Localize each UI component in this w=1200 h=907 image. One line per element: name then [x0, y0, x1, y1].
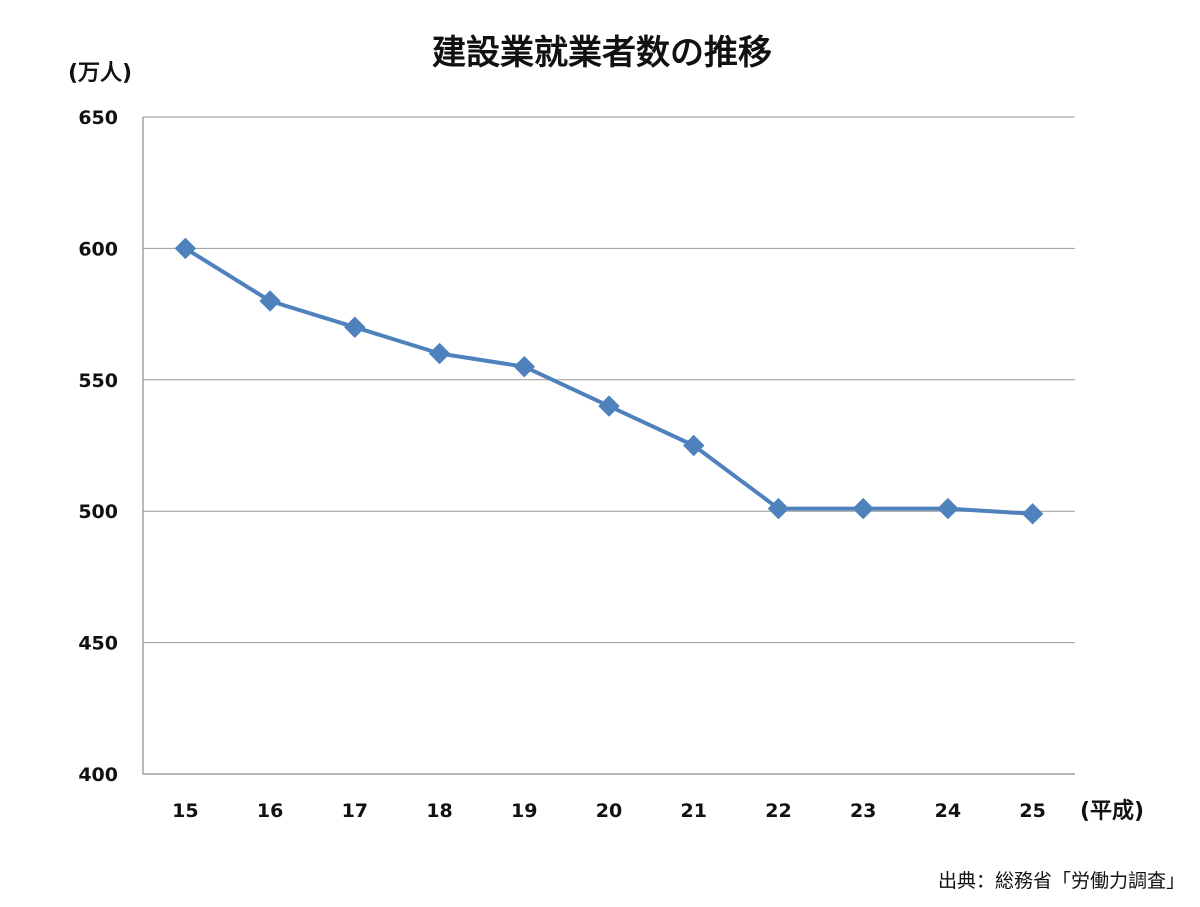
x-tick-label: 19 [511, 800, 537, 822]
y-axis-ticks: 400 450 500 550 600 650 [78, 107, 118, 786]
x-tick-label: 23 [850, 800, 876, 822]
data-point-marker [428, 342, 451, 365]
x-tick-label: 22 [765, 800, 791, 822]
x-tick-label: 20 [596, 800, 622, 822]
x-axis-unit-label: (平成) [1080, 799, 1144, 824]
series-group [174, 237, 1044, 525]
x-tick-label: 17 [342, 800, 368, 822]
data-point-marker [937, 497, 959, 520]
y-tick-label: 550 [78, 370, 118, 392]
x-tick-label: 18 [426, 800, 452, 822]
data-point-marker [767, 497, 790, 520]
data-point-marker [683, 434, 705, 457]
data-point-marker [852, 497, 874, 520]
data-point-marker [259, 290, 281, 312]
axes [142, 117, 1075, 775]
x-axis-ticks: 15 16 17 18 19 20 21 22 23 24 25 [172, 800, 1046, 822]
x-tick-label: 25 [1019, 800, 1045, 822]
x-tick-label: 15 [172, 800, 198, 822]
y-tick-label: 400 [78, 764, 118, 786]
data-point-marker [174, 237, 197, 260]
x-tick-label: 24 [935, 800, 961, 822]
data-point-marker [513, 355, 535, 378]
x-tick-label: 16 [257, 800, 283, 822]
series-line [183, 246, 1035, 516]
data-point-marker [598, 395, 620, 417]
y-axis-unit-label: (万人) [68, 61, 132, 86]
y-tick-label: 500 [78, 501, 118, 523]
y-tick-label: 650 [78, 107, 118, 129]
data-point-marker [344, 316, 366, 338]
chart-title: 建設業就業者数の推移 [432, 33, 772, 73]
x-tick-label: 21 [681, 800, 707, 822]
y-tick-label: 450 [78, 633, 118, 655]
data-point-marker [1021, 503, 1044, 525]
gridlines [143, 116, 1075, 644]
y-tick-label: 600 [78, 238, 118, 260]
source-note: 出典：総務省「労働力調査」 [938, 870, 1185, 892]
